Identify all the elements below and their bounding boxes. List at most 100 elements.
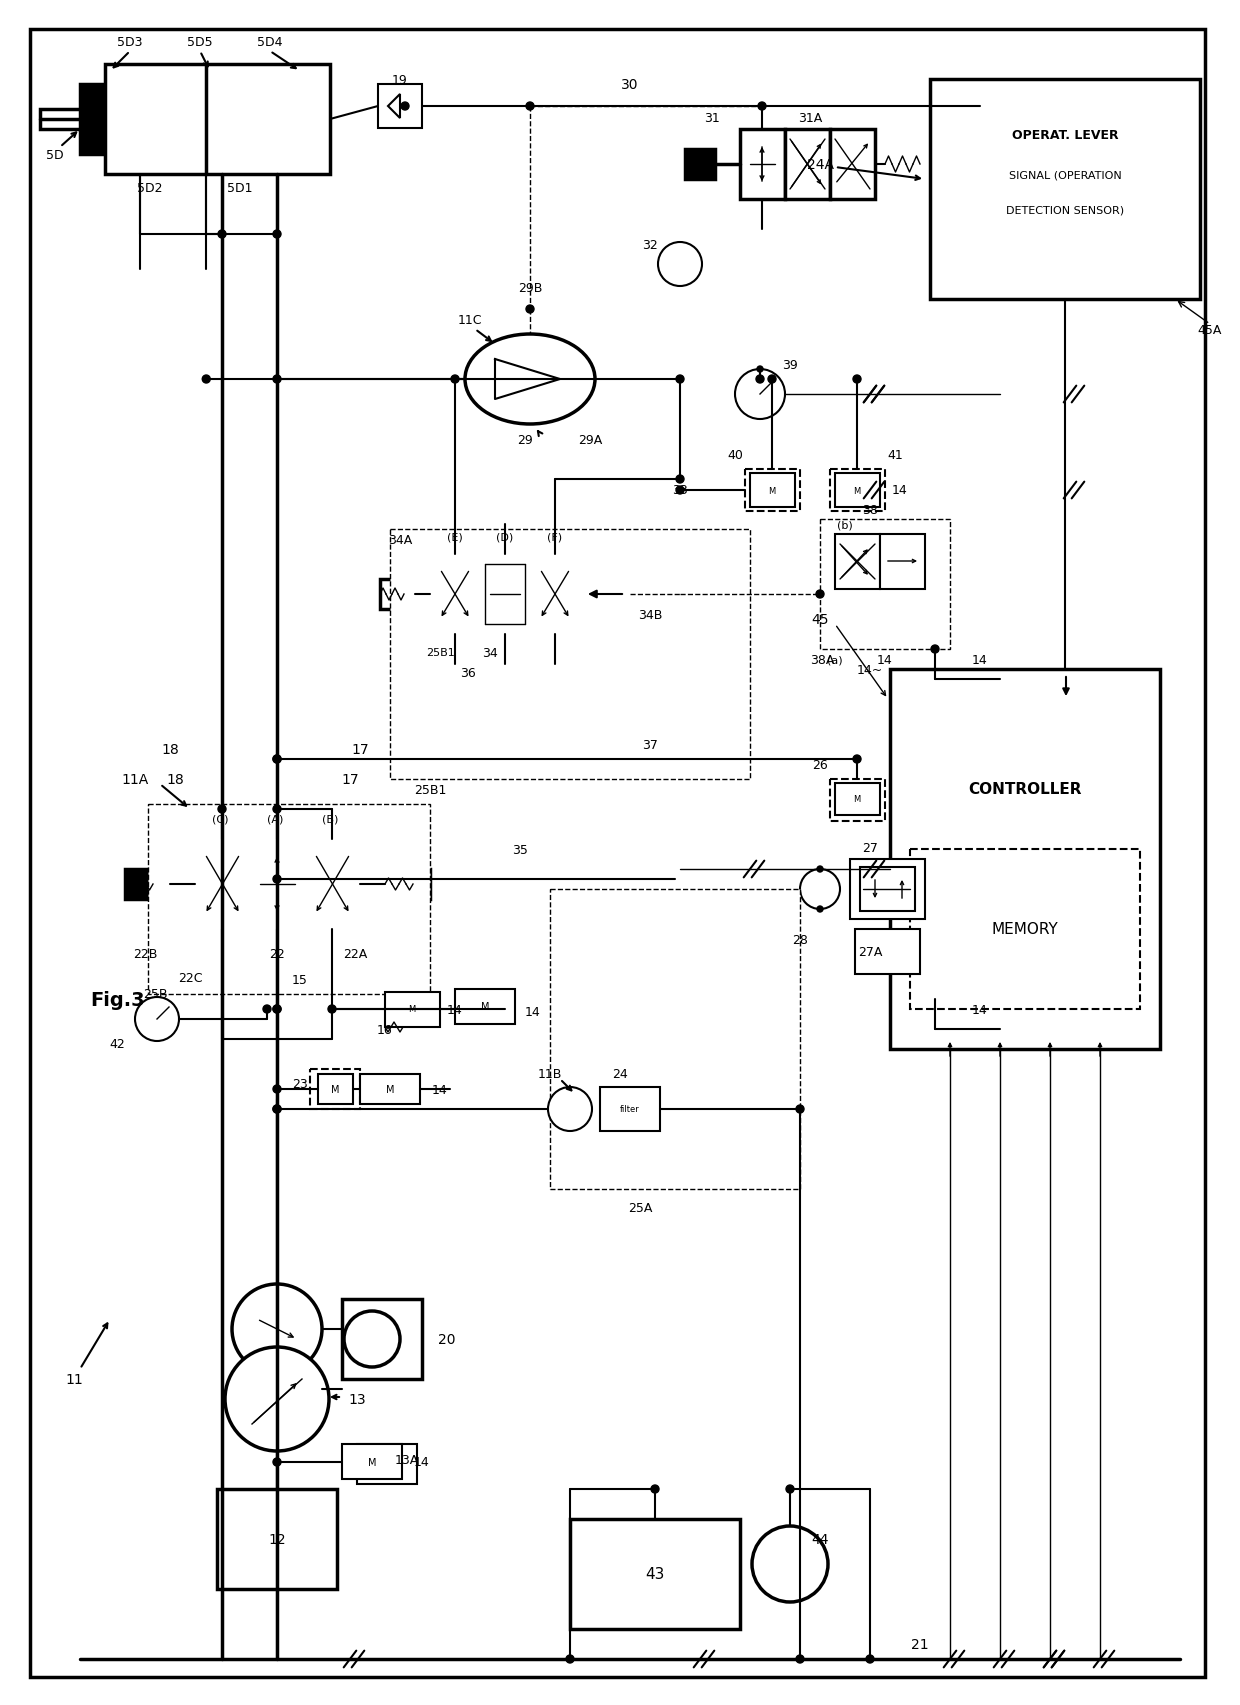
Circle shape [676, 486, 684, 494]
Circle shape [548, 1088, 591, 1132]
Circle shape [853, 375, 861, 384]
FancyBboxPatch shape [342, 1299, 422, 1379]
FancyBboxPatch shape [880, 535, 925, 590]
Text: 24A: 24A [806, 159, 833, 172]
Text: 17: 17 [351, 743, 368, 757]
Circle shape [273, 875, 281, 883]
Text: 14: 14 [414, 1456, 430, 1468]
Text: (C): (C) [212, 815, 228, 825]
Circle shape [232, 1284, 322, 1374]
FancyBboxPatch shape [585, 580, 625, 610]
FancyBboxPatch shape [890, 670, 1159, 1049]
FancyBboxPatch shape [342, 1444, 402, 1480]
Text: (b): (b) [837, 520, 853, 530]
FancyBboxPatch shape [820, 520, 950, 650]
Text: 5D4: 5D4 [257, 36, 283, 48]
Text: 36: 36 [460, 667, 476, 679]
FancyBboxPatch shape [835, 474, 880, 508]
Text: M: M [386, 1084, 394, 1095]
Text: 14: 14 [432, 1083, 448, 1096]
Circle shape [273, 755, 281, 764]
Circle shape [658, 242, 702, 286]
Circle shape [735, 370, 785, 419]
Text: 13A: 13A [394, 1453, 419, 1466]
FancyBboxPatch shape [30, 31, 1205, 1678]
Circle shape [273, 1458, 281, 1466]
Circle shape [758, 102, 766, 111]
Circle shape [273, 230, 281, 239]
FancyBboxPatch shape [830, 130, 875, 199]
FancyBboxPatch shape [81, 85, 105, 155]
Text: 34: 34 [482, 646, 498, 660]
Text: M: M [481, 1001, 490, 1011]
Circle shape [676, 590, 684, 598]
Text: 11A: 11A [122, 772, 149, 786]
Text: 23: 23 [293, 1078, 308, 1091]
Circle shape [756, 375, 764, 384]
Text: 37: 37 [642, 738, 658, 752]
Circle shape [931, 646, 939, 653]
Text: (A): (A) [267, 815, 283, 825]
FancyBboxPatch shape [849, 859, 925, 919]
FancyBboxPatch shape [551, 890, 800, 1190]
Text: 33: 33 [672, 483, 688, 496]
FancyBboxPatch shape [378, 85, 422, 130]
Text: 30: 30 [621, 78, 639, 92]
Text: 14: 14 [448, 1003, 463, 1016]
Circle shape [273, 1105, 281, 1113]
Text: M: M [853, 486, 861, 494]
Text: (F): (F) [547, 532, 563, 542]
Text: 34B: 34B [637, 609, 662, 621]
Circle shape [676, 476, 684, 484]
Text: 25B1: 25B1 [425, 648, 454, 658]
Polygon shape [388, 95, 401, 119]
Text: 18: 18 [161, 743, 179, 757]
FancyBboxPatch shape [861, 868, 915, 912]
Text: 27A: 27A [858, 946, 882, 958]
Text: 40: 40 [727, 448, 743, 462]
Text: 11C: 11C [458, 314, 482, 326]
Circle shape [853, 755, 861, 764]
Circle shape [866, 1656, 874, 1662]
Text: 25A: 25A [627, 1200, 652, 1214]
Circle shape [401, 102, 409, 111]
Text: M: M [368, 1458, 376, 1466]
Text: 44: 44 [811, 1533, 828, 1546]
Text: 29A: 29A [578, 433, 603, 447]
Circle shape [224, 1347, 329, 1451]
Circle shape [273, 805, 281, 813]
FancyBboxPatch shape [750, 474, 795, 508]
FancyBboxPatch shape [305, 839, 360, 929]
Text: 16: 16 [377, 1023, 393, 1037]
Text: 25B: 25B [143, 987, 167, 1001]
FancyBboxPatch shape [384, 992, 440, 1028]
FancyBboxPatch shape [684, 150, 715, 181]
Text: 19: 19 [392, 73, 408, 87]
FancyBboxPatch shape [357, 1444, 417, 1483]
Circle shape [218, 805, 226, 813]
Circle shape [218, 230, 226, 239]
Circle shape [479, 656, 511, 689]
FancyBboxPatch shape [125, 870, 170, 900]
Text: 12: 12 [268, 1533, 285, 1546]
Text: SIGNAL (OPERATION: SIGNAL (OPERATION [1008, 170, 1121, 181]
FancyBboxPatch shape [740, 130, 785, 199]
Text: 35: 35 [512, 842, 528, 856]
Circle shape [796, 1105, 804, 1113]
Text: (D): (D) [496, 532, 513, 542]
FancyBboxPatch shape [391, 530, 750, 779]
Text: 17: 17 [341, 772, 358, 786]
FancyBboxPatch shape [785, 130, 830, 199]
Circle shape [756, 367, 763, 373]
Text: CONTROLLER: CONTROLLER [968, 783, 1081, 796]
Text: 20: 20 [438, 1332, 456, 1347]
Circle shape [676, 375, 684, 384]
Text: 29: 29 [517, 433, 533, 447]
Text: 45A: 45A [1198, 324, 1223, 336]
Text: 22A: 22A [343, 948, 367, 962]
FancyBboxPatch shape [217, 1488, 337, 1589]
Text: 14: 14 [972, 653, 988, 667]
Text: OPERAT. LEVER: OPERAT. LEVER [1012, 128, 1118, 142]
Text: 5D3: 5D3 [118, 36, 143, 48]
Text: M: M [408, 1004, 415, 1014]
